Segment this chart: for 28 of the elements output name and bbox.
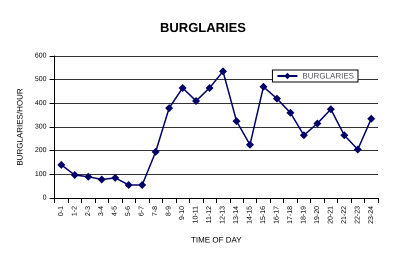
point bbox=[111, 174, 120, 182]
point bbox=[192, 96, 200, 105]
point bbox=[124, 180, 133, 189]
point bbox=[138, 180, 146, 189]
point bbox=[152, 148, 160, 156]
point bbox=[259, 82, 268, 91]
point bbox=[354, 145, 362, 154]
point bbox=[178, 84, 187, 92]
point bbox=[286, 108, 294, 117]
point bbox=[165, 104, 174, 112]
point bbox=[84, 172, 92, 181]
point bbox=[57, 160, 66, 169]
point bbox=[300, 131, 308, 140]
point bbox=[367, 114, 376, 123]
point bbox=[313, 119, 322, 128]
point bbox=[98, 176, 106, 184]
point bbox=[219, 67, 228, 76]
point bbox=[232, 117, 241, 126]
point bbox=[70, 171, 79, 180]
y-axis-title: BURGLARIES/HOUR bbox=[16, 88, 24, 166]
point bbox=[206, 84, 214, 92]
point bbox=[246, 140, 254, 149]
x-axis-title: TIME OF DAY bbox=[191, 236, 242, 244]
legend-label: BURGLARIES bbox=[302, 72, 354, 80]
point bbox=[340, 131, 348, 140]
point bbox=[326, 105, 335, 114]
chart-title: BURGLARIES bbox=[160, 20, 246, 35]
point bbox=[272, 94, 281, 103]
